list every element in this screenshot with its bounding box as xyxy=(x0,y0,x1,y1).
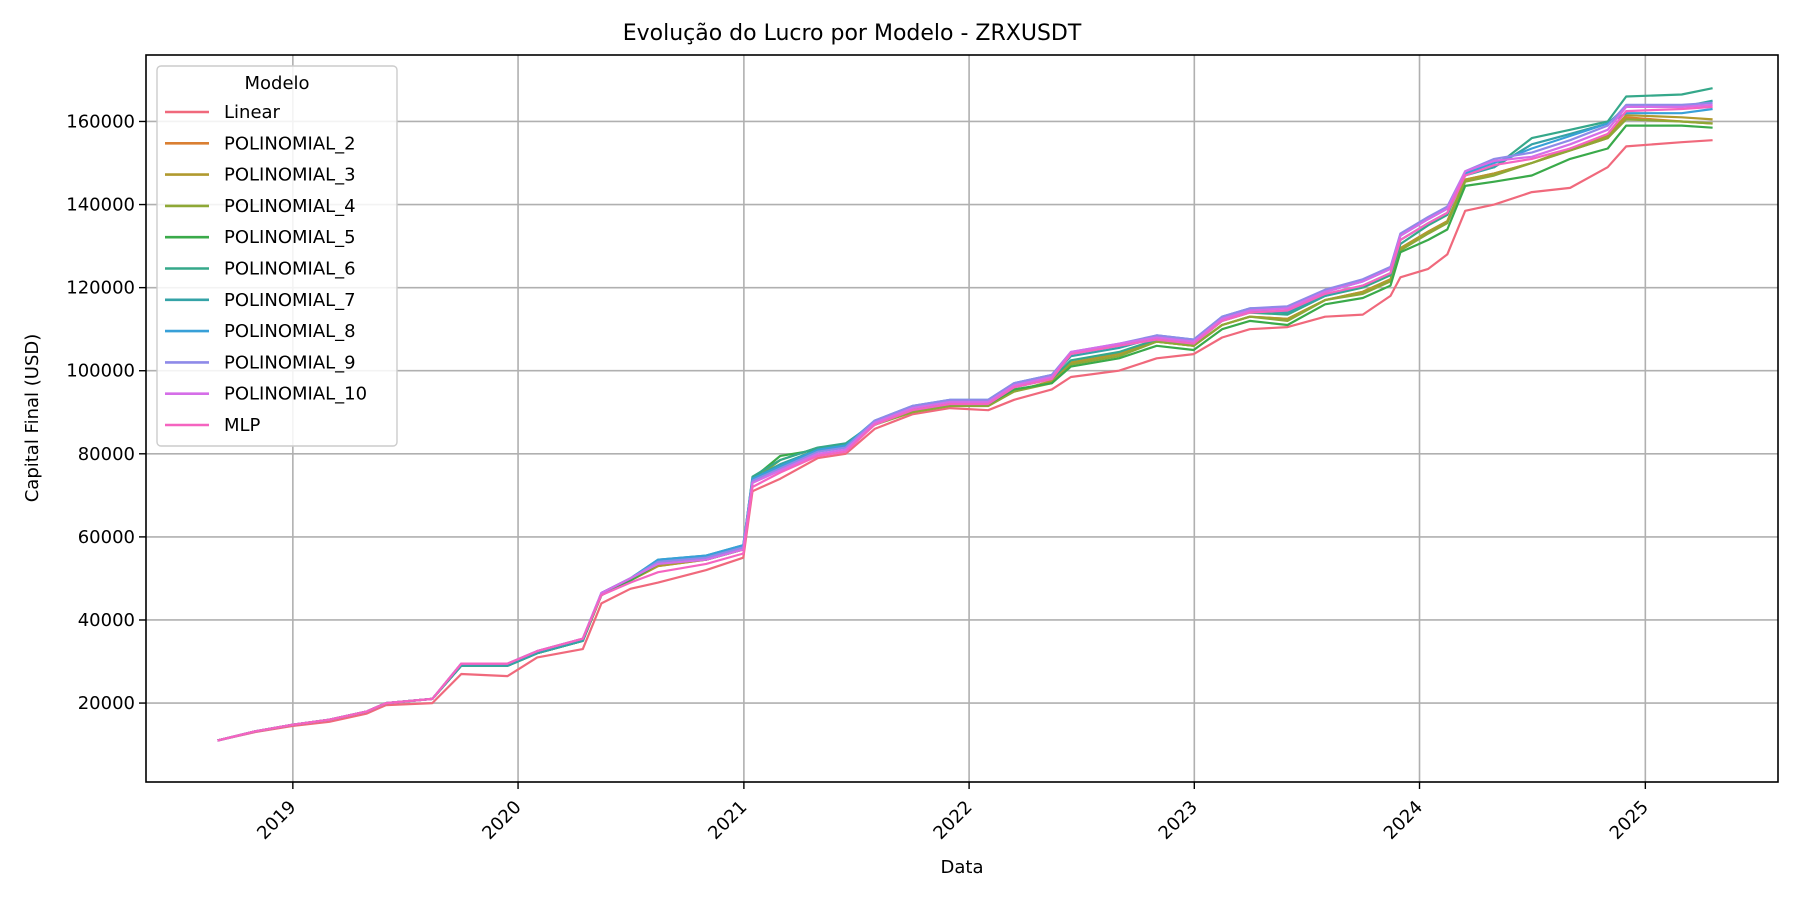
legend-label: POLINOMIAL_2 xyxy=(224,133,356,154)
x-tick-label: 2020 xyxy=(478,797,525,844)
chart-title: Evolução do Lucro por Modelo - ZRXUSDT xyxy=(623,21,1082,46)
x-axis-label: Data xyxy=(941,857,984,878)
y-tick-label: 160000 xyxy=(66,111,135,132)
x-tick-label: 2019 xyxy=(253,797,300,844)
grid-layer xyxy=(146,55,1778,782)
y-axis: 20000 40000 60000 80000 100000 120000 140000 16… xyxy=(66,111,146,714)
series-line-linear xyxy=(217,139,1713,742)
series-line-polinomial-5 xyxy=(217,124,1713,742)
series-line-polinomial-6 xyxy=(217,87,1713,742)
y-tick-label: 140000 xyxy=(66,195,135,216)
legend: Modelo Linear POLINOMIAL_2 POLINOMIAL_3 POL… xyxy=(156,65,398,447)
legend-label: POLINOMIAL_7 xyxy=(224,290,356,311)
legend-label: POLINOMIAL_5 xyxy=(224,227,356,248)
series-line-mlp xyxy=(217,105,1713,742)
legend-label: MLP xyxy=(224,415,261,436)
series-line-polinomial-7 xyxy=(217,99,1713,742)
series-line-polinomial-9 xyxy=(217,101,1713,742)
x-tick-label: 2021 xyxy=(704,797,751,844)
legend-label: Linear xyxy=(224,102,281,123)
x-tick-label: 2024 xyxy=(1380,797,1427,844)
series-line-polinomial-3 xyxy=(217,114,1713,742)
x-tick-label: 2022 xyxy=(929,797,976,844)
x-tick-label: 2023 xyxy=(1155,797,1202,844)
series-line-polinomial-4 xyxy=(217,118,1713,742)
y-axis-label: Capital Final (USD) xyxy=(22,334,43,503)
legend-label: POLINOMIAL_9 xyxy=(224,352,356,373)
y-tick-label: 100000 xyxy=(66,361,135,382)
legend-label: POLINOMIAL_4 xyxy=(224,196,356,217)
y-tick-label: 60000 xyxy=(78,527,135,548)
legend-label: POLINOMIAL_8 xyxy=(224,321,356,342)
legend-box xyxy=(156,65,398,447)
x-tick-label: 2025 xyxy=(1606,797,1653,844)
legend-title: Modelo xyxy=(244,73,309,94)
y-tick-label: 80000 xyxy=(78,444,135,465)
legend-label: POLINOMIAL_10 xyxy=(224,384,367,405)
x-axis: 2019 2020 2021 2022 2023 2024 2025 xyxy=(253,782,1653,844)
y-tick-label: 40000 xyxy=(78,610,135,631)
series-layer xyxy=(217,87,1713,742)
plot-frame xyxy=(145,54,1779,783)
series-line-polinomial-2 xyxy=(217,116,1713,742)
legend-label: POLINOMIAL_6 xyxy=(224,259,356,280)
series-line-polinomial-10 xyxy=(217,103,1713,742)
y-tick-label: 20000 xyxy=(78,693,135,714)
series-line-polinomial-8 xyxy=(217,107,1713,742)
y-tick-label: 120000 xyxy=(66,278,135,299)
legend-label: POLINOMIAL_3 xyxy=(224,165,356,186)
